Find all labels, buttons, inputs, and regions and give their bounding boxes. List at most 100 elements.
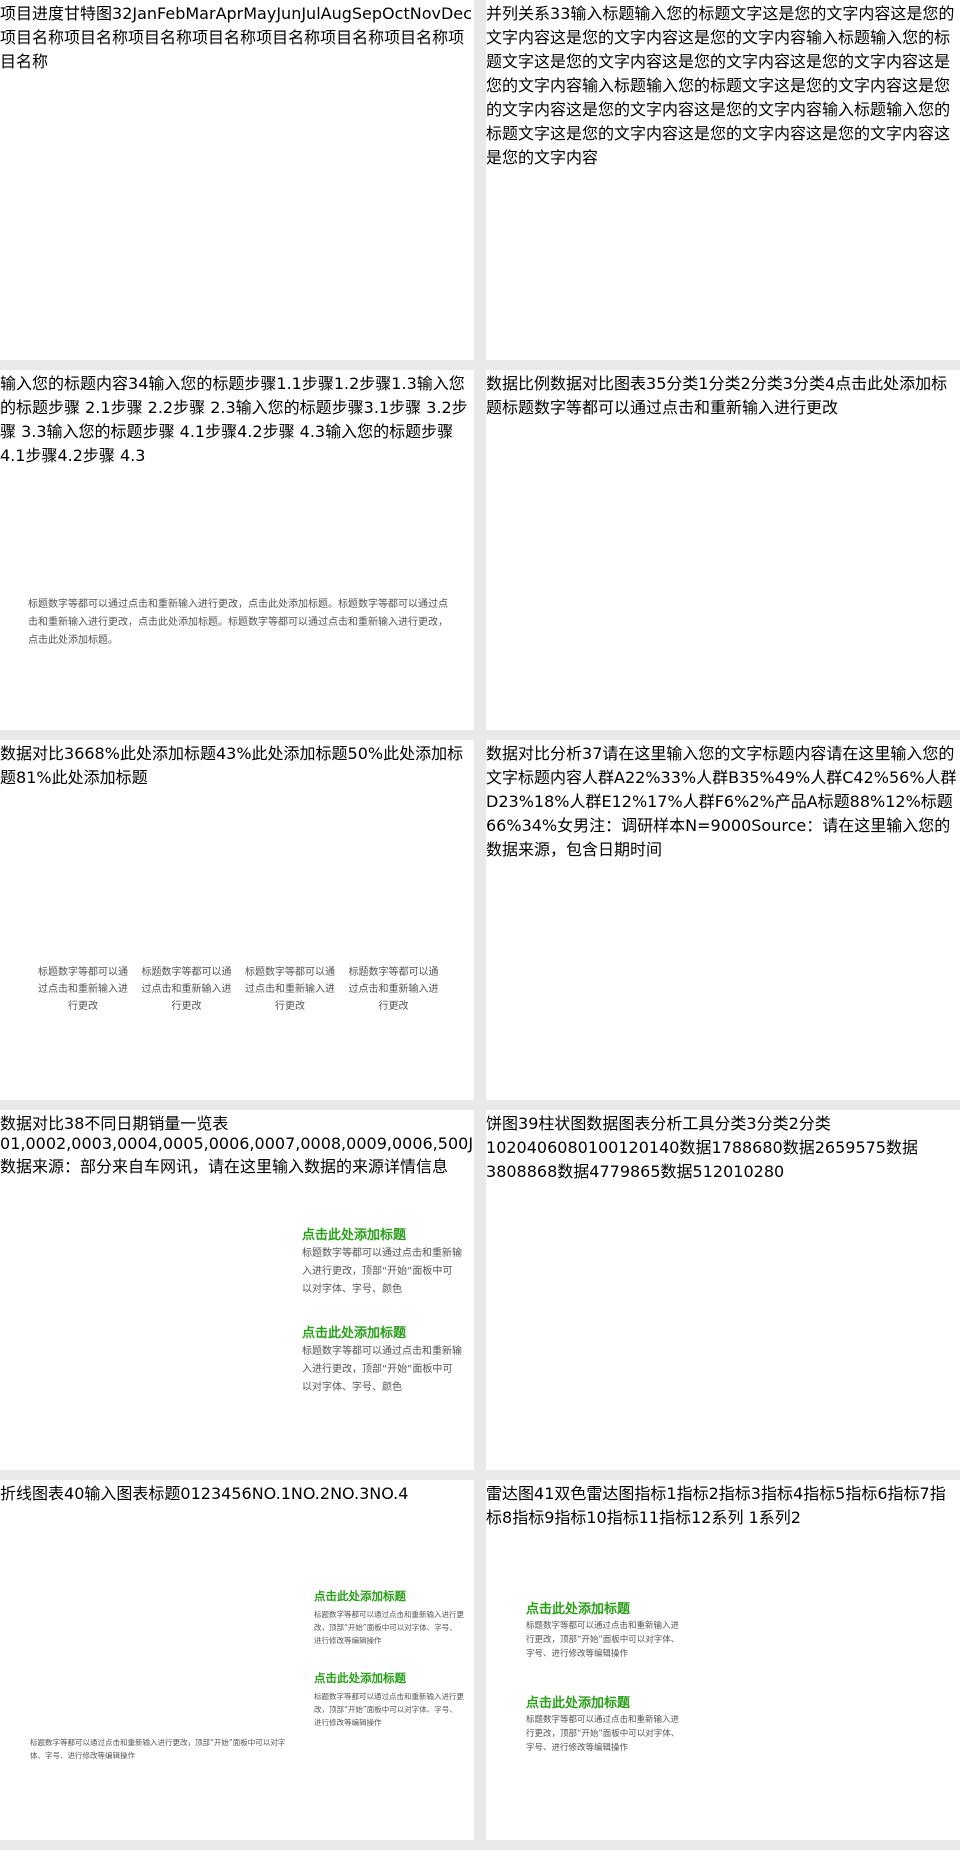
row-label: 项目名称 xyxy=(320,28,385,47)
slide-title: 数据对比分析 xyxy=(486,744,583,763)
axis-label: 指标1 xyxy=(634,1484,677,1503)
month-label: Mar xyxy=(185,4,216,23)
month-label: Dec xyxy=(440,4,472,23)
legend-label: 分类2 xyxy=(756,1114,799,1133)
value-label: 80 xyxy=(763,1162,785,1181)
value-label: 49% xyxy=(774,768,811,787)
step-text: 步骤 2.2 xyxy=(110,398,174,417)
ring-text: 标题数字等都可以通过点击和重新输入进行更改 xyxy=(38,967,128,1012)
value-label: 17% xyxy=(647,792,683,811)
slide: 数据对比38不同日期销量一览表 01,0002,0003,0004,0005,00… xyxy=(0,1110,474,1470)
item-text: 这是您的文字内容 xyxy=(486,4,955,47)
step-text: 步骤 4.3 xyxy=(262,422,326,441)
slide-canvas: 折线图表40输入图表标题0123456NO.1NO.2NO.3NO.4 xyxy=(0,1480,408,1504)
slide: 数据对比分析37请在这里输入您的文字标题内容请在这里输入您的文字标题内容人群A2… xyxy=(486,740,960,1100)
slide: 数据比例数据对比图表35分类1分类2分类3分类4点击此处添加标题标题数字等都可以… xyxy=(486,370,960,730)
y-tick-label: 2,000 xyxy=(56,1134,102,1153)
block-title: 点击此处添加标题 xyxy=(302,1228,407,1243)
block-title: 点击此处添加标题 xyxy=(526,1602,631,1617)
slide-canvas: 饼图39柱状图数据图表分析工具分类3分类2分类10204060801001201… xyxy=(486,1110,960,1182)
item-text: 输入您的标题文字 xyxy=(646,76,775,95)
block-text: 标题数字等都可以通过点击和重新输入进行更改，顶部“开始”面板中可以对字体、字号、… xyxy=(314,1609,464,1645)
month-label: Jul xyxy=(301,4,321,23)
column-header-text: 输入您的标题 xyxy=(235,398,332,417)
donut-label: 标题 xyxy=(920,792,953,811)
x-tick-label: 人群D xyxy=(486,768,957,811)
x-tick-label: 人群E xyxy=(569,792,612,811)
page-number: 39 xyxy=(518,1114,539,1133)
ring-value: 43% xyxy=(215,744,252,763)
column-header-text: 输入您的标题 xyxy=(0,374,465,417)
y-tick-label: 4 xyxy=(221,1484,232,1503)
slide-title: 数据对比 xyxy=(0,1114,65,1133)
legend-label: 女 xyxy=(557,816,574,835)
column-heading: 输入标题 xyxy=(582,76,647,95)
item-text: 这是您的文字内容 xyxy=(762,4,891,23)
y-tick-label: 数据4 xyxy=(557,1162,600,1181)
chart-title: 输入图表标题 xyxy=(84,1484,181,1503)
x-tick-label: NO.4 xyxy=(369,1484,409,1503)
month-label: May xyxy=(243,4,277,23)
value-label: 68 xyxy=(536,1162,558,1181)
axis-label: 指标6 xyxy=(845,1484,888,1503)
slide-canvas: 输入您的标题内容34输入您的标题步骤1.1步骤1.2步骤1.3输入您的标题步骤 … xyxy=(0,370,474,466)
y-tick-label: 数据2 xyxy=(782,1138,825,1157)
axis-label: 指标2 xyxy=(676,1484,719,1503)
item-text: 这是您的文字内容 xyxy=(550,28,679,47)
value-label: 88 xyxy=(516,1162,537,1181)
slide-title: 数据比例数据对比图表 xyxy=(486,374,647,393)
y-tick-label: 1 xyxy=(190,1484,201,1503)
chart-title: 双色雷达图 xyxy=(554,1484,635,1503)
column-header-text: 输入您的标题 xyxy=(148,374,245,393)
y-tick-label: 9,000 xyxy=(376,1134,423,1153)
legend-label: 分类4 xyxy=(792,374,836,393)
y-tick-label: 0 xyxy=(180,1484,191,1503)
legend-label: 分类1 xyxy=(666,374,709,393)
ring-value: 68% xyxy=(84,744,120,763)
column-heading: 输入标题 xyxy=(806,28,871,47)
y-tick-label: 数据1 xyxy=(679,1138,722,1157)
donut-label: 标题 xyxy=(817,792,850,811)
axis-label: 指标7 xyxy=(887,1484,930,1503)
month-label: Sep xyxy=(351,4,383,23)
x-tick-label: 40 xyxy=(526,1138,548,1157)
slide-canvas: 雷达图41双色雷达图指标1指标2指标3指标4指标5指标6指标7指标8指标9指标1… xyxy=(486,1480,960,1528)
slide: 输入您的标题内容34输入您的标题步骤1.1步骤1.2步骤1.3输入您的标题步骤 … xyxy=(0,370,474,730)
month-label: Oct xyxy=(382,4,410,23)
x-tick-label: NO.1 xyxy=(251,1484,291,1503)
item-text: 这是您的文字内容 xyxy=(566,100,695,119)
y-tick-label: 8,000 xyxy=(330,1134,377,1153)
slide: 折线图表40输入图表标题0123456NO.1NO.2NO.3NO.4 点击此处添… xyxy=(0,1480,474,1840)
page-number: 33 xyxy=(550,4,571,23)
step-text: 步骤 4.1 xyxy=(142,422,206,441)
column-heading: 输入标题 xyxy=(822,100,887,119)
legend-label: 分类2 xyxy=(708,374,751,393)
slide-title: 并列关系 xyxy=(486,4,551,23)
axis-label: 指标12 xyxy=(659,1508,712,1527)
block-title: 点击此处添加标题 xyxy=(314,1671,406,1685)
slide-title: 项目进度甘特图 xyxy=(0,4,113,23)
axis-label: 指标10 xyxy=(554,1508,607,1527)
y-tick-label: 6,000 xyxy=(239,1134,286,1153)
value-label: 120 xyxy=(702,1162,734,1181)
x-tick-label: 140 xyxy=(648,1138,680,1157)
value-label: 66% xyxy=(486,816,522,835)
step-text: 步骤1.3 xyxy=(359,374,417,393)
value-label: 42% xyxy=(853,768,889,787)
item-text: 这是您的文字内容 xyxy=(806,124,935,143)
value-label: 98 xyxy=(619,1162,641,1181)
value-label: 18% xyxy=(533,792,570,811)
slide-title: 输入您的标题内容 xyxy=(0,374,129,393)
center-text: 重新输入进行更改 xyxy=(710,398,839,417)
x-tick-label: 60 xyxy=(547,1138,568,1157)
x-tick-label: 人群F xyxy=(682,792,724,811)
ring-title: 此处添加标题 xyxy=(51,768,148,787)
slide-canvas: 数据对比分析37请在这里输入您的文字标题内容请在这里输入您的文字标题内容人群A2… xyxy=(486,740,960,860)
block-text: 标题数字等都可以通过点击和重新输入进行更改，顶部“开始”面板中可以对字体、字号、… xyxy=(314,1691,464,1727)
item-text: 这是您的文字内容 xyxy=(678,124,807,143)
block-text: 标题数字等都可以通过点击和重新输入进行更改，顶部“开始”面板中可以对字体、字号、… xyxy=(526,1621,680,1659)
block-text: 标题数字等都可以通过点击和重新输入进行更改，顶部“开始”面板中可以对字体、字号、… xyxy=(302,1248,462,1295)
x-tick-label: 80 xyxy=(567,1138,588,1157)
row-label: 项目名称 xyxy=(128,28,193,47)
